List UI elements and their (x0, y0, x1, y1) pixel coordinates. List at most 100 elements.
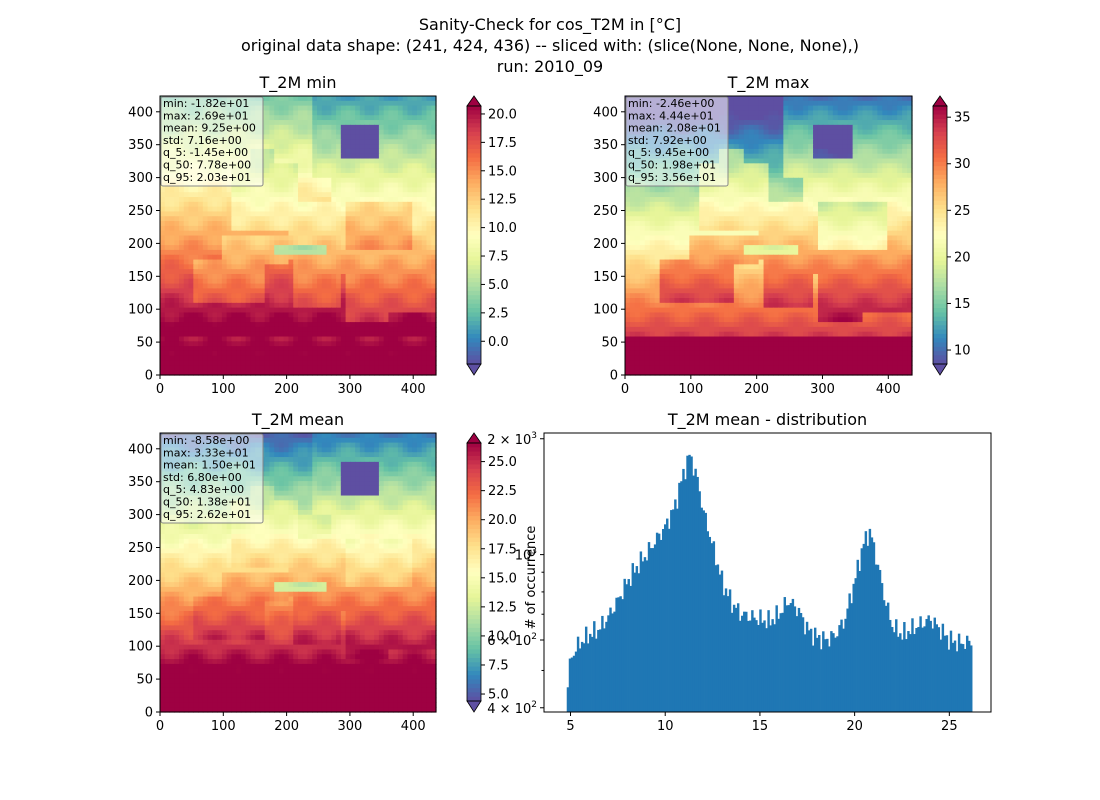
heatmap-cell (340, 124, 347, 131)
heatmap-cell (412, 139, 418, 145)
heatmap-cell (383, 283, 390, 290)
heatmap-cell (331, 307, 337, 314)
heatmap-cell (317, 192, 323, 198)
heatmap-cell (212, 278, 218, 285)
heatmap-cell (226, 230, 232, 237)
heatmap-cell (359, 273, 366, 280)
heatmap-cell (793, 187, 799, 193)
heatmap-cell (822, 110, 829, 116)
heatmap-cell (274, 120, 280, 126)
heatmap-cell (164, 235, 171, 241)
heatmap-cell (378, 158, 385, 164)
heatmap-cell (416, 225, 423, 232)
heatmap-cell (240, 249, 247, 256)
heatmap-cell (350, 168, 356, 174)
heatmap-cell (307, 201, 313, 208)
heatmap-cell (788, 206, 794, 213)
heatmap-cell (359, 211, 366, 217)
heatmap-cell (202, 273, 209, 280)
heatmap-cell (307, 341, 313, 347)
heatmap-cell (882, 115, 888, 121)
heatmap-cell (412, 235, 418, 241)
heatmap-cell (255, 355, 261, 362)
heatmap-cell (783, 148, 789, 155)
heatmap-cell (743, 139, 750, 145)
heatmap-cell (402, 153, 409, 160)
heatmap-cell (259, 216, 266, 222)
heatmap-cell (827, 158, 834, 164)
heatmap-cell (768, 115, 775, 121)
heatmap-cell (217, 346, 223, 352)
heatmap-cell (852, 211, 859, 217)
heatmap-cell (302, 293, 309, 299)
heatmap-cell (748, 120, 755, 126)
heatmap-cell (355, 134, 361, 140)
heatmap-cell (421, 298, 428, 304)
heatmap-cell (288, 182, 294, 188)
heatmap-cell (331, 129, 337, 136)
heatmap-cell (743, 153, 750, 160)
heatmap-cell (179, 346, 185, 352)
heatmap-cell (264, 192, 271, 198)
heatmap-cell (312, 139, 318, 145)
heatmap-cell (293, 249, 299, 256)
heatmap-cell (654, 187, 661, 193)
heatmap-cell (402, 177, 409, 184)
heatmap-cell (374, 307, 380, 314)
heatmap-cell (298, 163, 304, 169)
heatmap-cell (212, 230, 218, 237)
heatmap-cell (892, 100, 898, 107)
heatmap-cell (388, 331, 394, 338)
heatmap-cell (240, 221, 247, 227)
heatmap-cell (321, 172, 328, 179)
heatmap-cell (293, 201, 299, 208)
heatmap-cell (274, 341, 280, 347)
heatmap-cell (431, 278, 437, 285)
heatmap-cell (421, 225, 428, 232)
heatmap-cell (867, 115, 874, 121)
heatmap-cell (852, 100, 859, 107)
heatmap-cell (397, 269, 404, 275)
heatmap-cell (336, 134, 342, 140)
heatmap-cell (798, 197, 804, 203)
heatmap-cell (773, 197, 779, 203)
heatmap-cell (302, 235, 309, 241)
heatmap-cell (882, 124, 888, 131)
heatmap-cell (842, 182, 849, 188)
heatmap-cell (274, 240, 280, 246)
heatmap-cell (245, 312, 252, 318)
heatmap-cell (164, 192, 171, 198)
heatmap-cell (388, 148, 394, 155)
heatmap-cell (331, 120, 337, 126)
heatmap-cell (198, 197, 204, 203)
heatmap-cell (738, 129, 745, 136)
heatmap-cell (887, 216, 893, 222)
heatmap-cell (378, 230, 385, 237)
heatmap-cell (188, 269, 194, 275)
heatmap-cell (426, 153, 432, 160)
heatmap-cell (783, 192, 789, 198)
heatmap-cell (264, 115, 271, 121)
heatmap-cell (426, 249, 432, 256)
heatmap-cell (416, 163, 423, 169)
heatmap-cell (288, 172, 294, 179)
heatmap-cell (340, 172, 347, 179)
heatmap-cell (179, 341, 185, 347)
heatmap-cell (264, 105, 271, 112)
heatmap-cell (350, 370, 356, 376)
heatmap-cell (231, 235, 237, 241)
heatmap-cell (763, 144, 770, 150)
heatmap-cell (388, 163, 394, 169)
heatmap-cell (397, 201, 404, 208)
heatmap-cell (293, 144, 299, 150)
heatmap-cell (813, 158, 819, 164)
heatmap-cell (393, 225, 399, 232)
heatmap-cell (264, 307, 271, 314)
heatmap-cell (817, 158, 824, 164)
heatmap-cell (288, 124, 294, 131)
heatmap-cell (867, 168, 874, 174)
heatmap-cell (359, 110, 366, 116)
heatmap-cell (877, 139, 883, 145)
heatmap-cell (897, 201, 903, 208)
heatmap-cell (278, 264, 285, 270)
